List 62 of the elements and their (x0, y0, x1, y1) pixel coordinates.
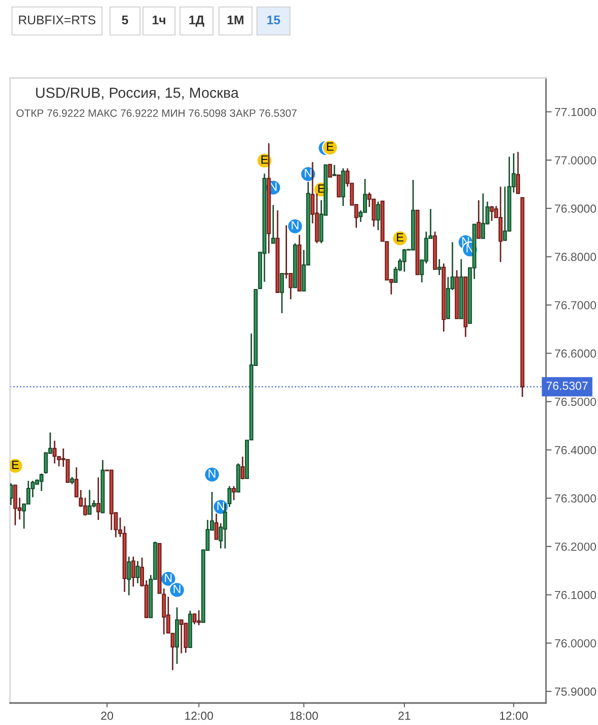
y-tick-label: 76.6000 (554, 349, 596, 358)
candlestick (402, 248, 406, 272)
text: N (164, 574, 172, 582)
x-tick-label: 18:00 (290, 712, 318, 720)
candlestick (376, 200, 380, 231)
y-tick-label: 76.2000 (554, 542, 596, 551)
text: N (292, 221, 298, 230)
text: N (174, 584, 180, 594)
candlestick (516, 151, 520, 194)
text: 1Д (189, 16, 204, 27)
text: USD/RUB, Россия, 15, Москва (36, 87, 239, 100)
text: RUBFIX=RTS (19, 16, 96, 24)
candlestick (13, 484, 18, 526)
candlestick (88, 489, 92, 515)
text: E (327, 142, 334, 151)
y-tick-label: 76.7000 (554, 301, 596, 310)
candlestick (39, 472, 44, 492)
text: 5 (122, 16, 128, 24)
y-tick-label: 77.1000 (554, 108, 596, 116)
candlestick (328, 163, 332, 178)
candlestick (131, 556, 136, 588)
y-tick-label: 76.3000 (554, 494, 596, 503)
candlestick (332, 164, 336, 176)
x-tick-label: 12:00 (500, 712, 528, 720)
candlestick (136, 560, 140, 584)
y-tick-label: 77.0000 (554, 156, 596, 164)
candlestick (96, 476, 100, 521)
candlestick (336, 174, 341, 198)
text: 1М (228, 16, 244, 24)
x-tick-label: 20 (101, 712, 114, 720)
text: N (217, 502, 224, 510)
y-tick-label: 76.0000 (554, 639, 596, 648)
y-tick-label: 76.9000 (554, 204, 596, 213)
candlestick (476, 200, 481, 240)
x-tick-label: 21 (398, 712, 410, 720)
candlestick (196, 610, 201, 626)
series-label: E (397, 233, 404, 242)
text: ОТКР 76.9222 МАКС 76.9222 МИН 76.5098 ЗАКР 76.5307 (16, 109, 297, 117)
y-tick-label: 76.5000 (554, 398, 596, 406)
ref-line-label: 76.5307 (546, 382, 588, 390)
candlestick (490, 205, 494, 222)
x-tick-label: 12:00 (185, 712, 214, 720)
candlestick (126, 556, 131, 596)
text: E (12, 460, 19, 469)
y-tick-label: 76.4000 (554, 446, 596, 454)
text: 15 (267, 16, 280, 24)
text: E (261, 156, 268, 164)
text: N (208, 469, 216, 478)
candlestick (280, 272, 284, 314)
candlestick (271, 204, 276, 244)
y-tick-label: 75.9000 (554, 687, 596, 696)
candlestick (214, 512, 218, 540)
text: N (304, 169, 312, 178)
candlestick (232, 485, 236, 501)
candlestick (44, 452, 48, 474)
y-tick-label: 76.8000 (554, 252, 596, 262)
candlestick (52, 440, 57, 464)
text: 1ч (152, 16, 166, 24)
y-tick-label: 76.1000 (554, 590, 596, 600)
candlestick (481, 192, 486, 240)
candlestick (437, 258, 442, 276)
candlestick (240, 456, 245, 480)
